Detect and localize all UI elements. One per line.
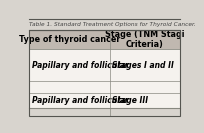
Text: Papillary and follicular: Papillary and follicular (32, 61, 129, 70)
Text: Stages I and II: Stages I and II (112, 61, 174, 70)
Bar (29, 30, 180, 116)
Bar (29, 49, 180, 81)
Bar (29, 81, 180, 93)
Bar (29, 30, 180, 49)
Text: Table 1. Standard Treatment Options for Thyroid Cancer.: Table 1. Standard Treatment Options for … (29, 22, 196, 27)
Text: Papillary and follicular: Papillary and follicular (32, 96, 129, 105)
Text: Stage (TNM Stagi
Criteria): Stage (TNM Stagi Criteria) (105, 30, 184, 49)
Text: Type of thyroid cancer: Type of thyroid cancer (19, 35, 120, 44)
Bar (29, 93, 180, 108)
Text: Stage III: Stage III (112, 96, 148, 105)
